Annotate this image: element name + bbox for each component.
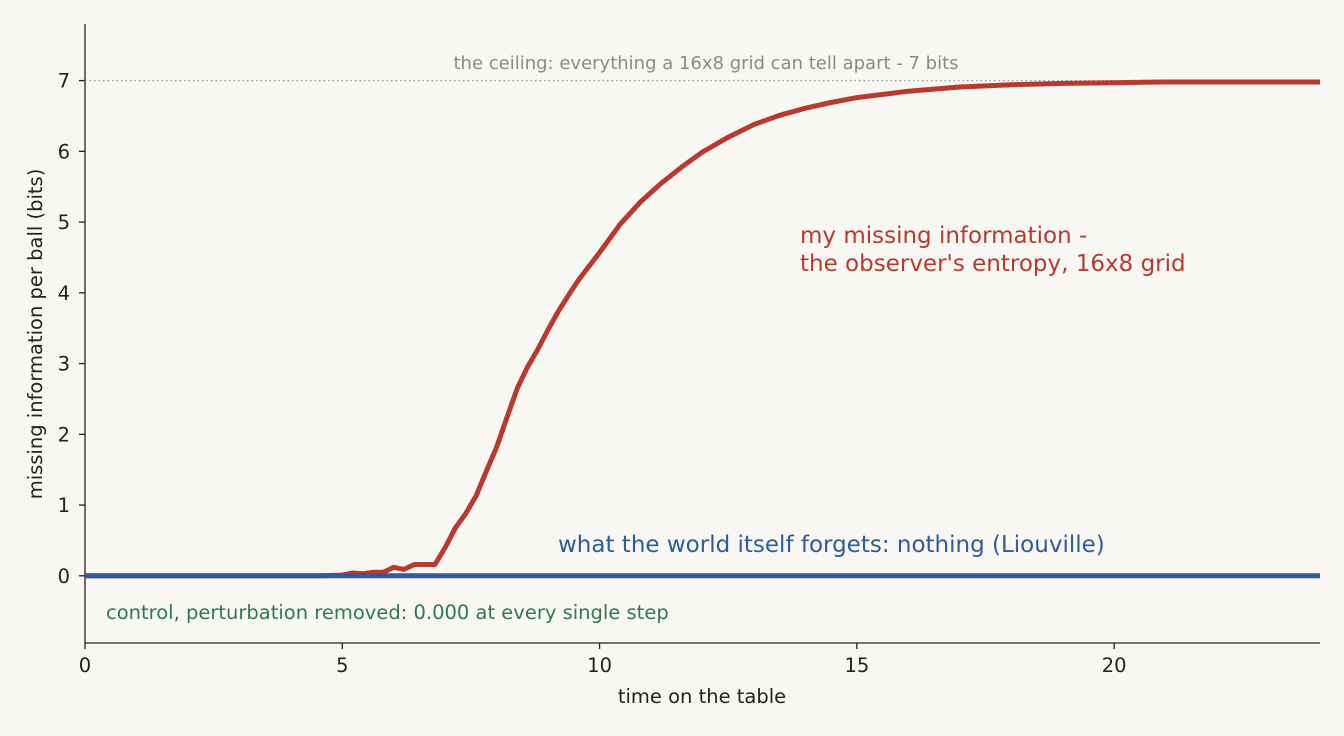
x-ticks: 0 5 10 15 20 xyxy=(79,643,1127,677)
y-ticks: 0 1 2 3 4 5 6 7 xyxy=(58,70,85,588)
x-tick-label: 15 xyxy=(844,654,869,677)
y-tick-label: 0 xyxy=(58,565,70,588)
y-tick-label: 7 xyxy=(58,70,70,93)
y-axis-label: missing information per ball (bits) xyxy=(24,169,47,500)
y-tick-label: 6 xyxy=(58,140,70,163)
series xyxy=(85,79,1320,579)
y-tick-label: 1 xyxy=(58,494,70,517)
x-tick-label: 20 xyxy=(1102,654,1127,677)
ceiling-label: the ceiling: everything a 16x8 grid can … xyxy=(453,53,958,74)
axes: 0 5 10 15 20 0 1 2 3 4 5 6 7 xyxy=(58,24,1320,677)
observer-entropy-line xyxy=(85,79,1320,579)
blue-series-annotation: what the world itself forgets: nothing (… xyxy=(558,532,1105,558)
y-tick-label: 2 xyxy=(58,423,70,446)
y-tick-label: 3 xyxy=(58,353,70,376)
y-tick-label: 4 xyxy=(58,282,70,305)
x-axis-label: time on the table xyxy=(618,685,786,708)
control-annotation: control, perturbation removed: 0.000 at … xyxy=(106,601,669,624)
x-tick-label: 10 xyxy=(587,654,612,677)
red-series-annotation-line1: my missing information - xyxy=(800,223,1087,249)
x-tick-label: 0 xyxy=(79,654,91,677)
x-tick-label: 5 xyxy=(336,654,348,677)
red-series-annotation-line2: the observer's entropy, 16x8 grid xyxy=(800,251,1186,277)
y-tick-label: 5 xyxy=(58,211,70,234)
